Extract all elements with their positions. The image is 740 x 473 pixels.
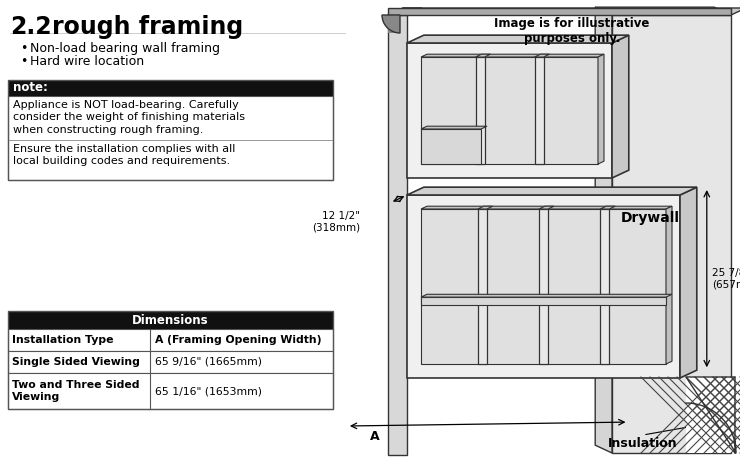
Text: Dimensions: Dimensions: [132, 314, 209, 326]
Polygon shape: [476, 57, 485, 164]
Text: Installation Type: Installation Type: [12, 335, 113, 345]
Polygon shape: [407, 187, 697, 195]
Text: rough framing: rough framing: [52, 15, 243, 39]
Bar: [8, 329, 333, 351]
Polygon shape: [421, 209, 666, 364]
Text: note:: note:: [13, 81, 48, 95]
Text: A (Framing Opening Width): A (Framing Opening Width): [155, 335, 321, 345]
Text: 65 1/16" (1653mm): 65 1/16" (1653mm): [155, 386, 262, 396]
Text: A: A: [370, 429, 380, 443]
Polygon shape: [600, 206, 615, 209]
Text: •: •: [20, 55, 27, 68]
Polygon shape: [421, 126, 487, 129]
Polygon shape: [539, 206, 554, 209]
Polygon shape: [478, 209, 487, 364]
Bar: [8, 96, 333, 180]
Text: 12 1/2"
(318mm): 12 1/2" (318mm): [312, 211, 360, 232]
Text: Drywall: Drywall: [621, 211, 679, 225]
Bar: [686, 377, 735, 453]
Bar: [8, 80, 333, 96]
Polygon shape: [478, 206, 493, 209]
Polygon shape: [388, 8, 422, 15]
Text: Single Sided Viewing: Single Sided Viewing: [12, 357, 140, 367]
Polygon shape: [534, 57, 543, 164]
Wedge shape: [382, 15, 400, 33]
Text: Image is for illustrative
purposes only.: Image is for illustrative purposes only.: [494, 17, 650, 45]
Polygon shape: [598, 54, 604, 164]
Text: 2.2: 2.2: [10, 15, 52, 39]
Text: •: •: [20, 42, 27, 55]
Text: 65 9/16" (1665mm): 65 9/16" (1665mm): [155, 357, 262, 367]
Polygon shape: [595, 7, 612, 453]
Polygon shape: [421, 294, 672, 297]
Polygon shape: [407, 43, 612, 178]
Text: Two and Three Sided
Viewing: Two and Three Sided Viewing: [12, 380, 140, 402]
Bar: [8, 311, 333, 329]
Text: Appliance is NOT load-bearing. Carefully: Appliance is NOT load-bearing. Carefully: [13, 100, 239, 110]
Polygon shape: [600, 209, 609, 364]
Polygon shape: [421, 297, 666, 305]
Polygon shape: [612, 15, 731, 453]
Polygon shape: [388, 15, 407, 455]
Bar: [8, 351, 333, 373]
Polygon shape: [666, 206, 672, 364]
Polygon shape: [534, 54, 550, 57]
Polygon shape: [476, 54, 491, 57]
Polygon shape: [421, 57, 598, 164]
Polygon shape: [595, 7, 731, 15]
Polygon shape: [612, 35, 629, 178]
Polygon shape: [680, 187, 697, 378]
Bar: [8, 80, 333, 180]
Polygon shape: [421, 206, 672, 209]
Polygon shape: [407, 195, 680, 378]
Polygon shape: [388, 8, 731, 15]
Text: when constructing rough framing.: when constructing rough framing.: [13, 125, 204, 135]
Polygon shape: [421, 129, 481, 164]
Text: Hard wire location: Hard wire location: [30, 55, 144, 68]
Polygon shape: [421, 54, 604, 57]
Polygon shape: [388, 8, 740, 15]
Bar: [8, 373, 333, 409]
Bar: [8, 311, 333, 409]
Text: 25 7/8"
(657mm): 25 7/8" (657mm): [712, 268, 740, 289]
Polygon shape: [539, 209, 548, 364]
Text: local building codes and requirements.: local building codes and requirements.: [13, 157, 230, 166]
Polygon shape: [407, 35, 629, 43]
Text: Ensure the installation complies with all: Ensure the installation complies with al…: [13, 144, 235, 154]
Text: Insulation: Insulation: [608, 437, 678, 449]
Text: Non-load bearing wall framing: Non-load bearing wall framing: [30, 42, 220, 55]
Text: consider the weight of finishing materials: consider the weight of finishing materia…: [13, 113, 245, 123]
Bar: [388, 15, 400, 33]
